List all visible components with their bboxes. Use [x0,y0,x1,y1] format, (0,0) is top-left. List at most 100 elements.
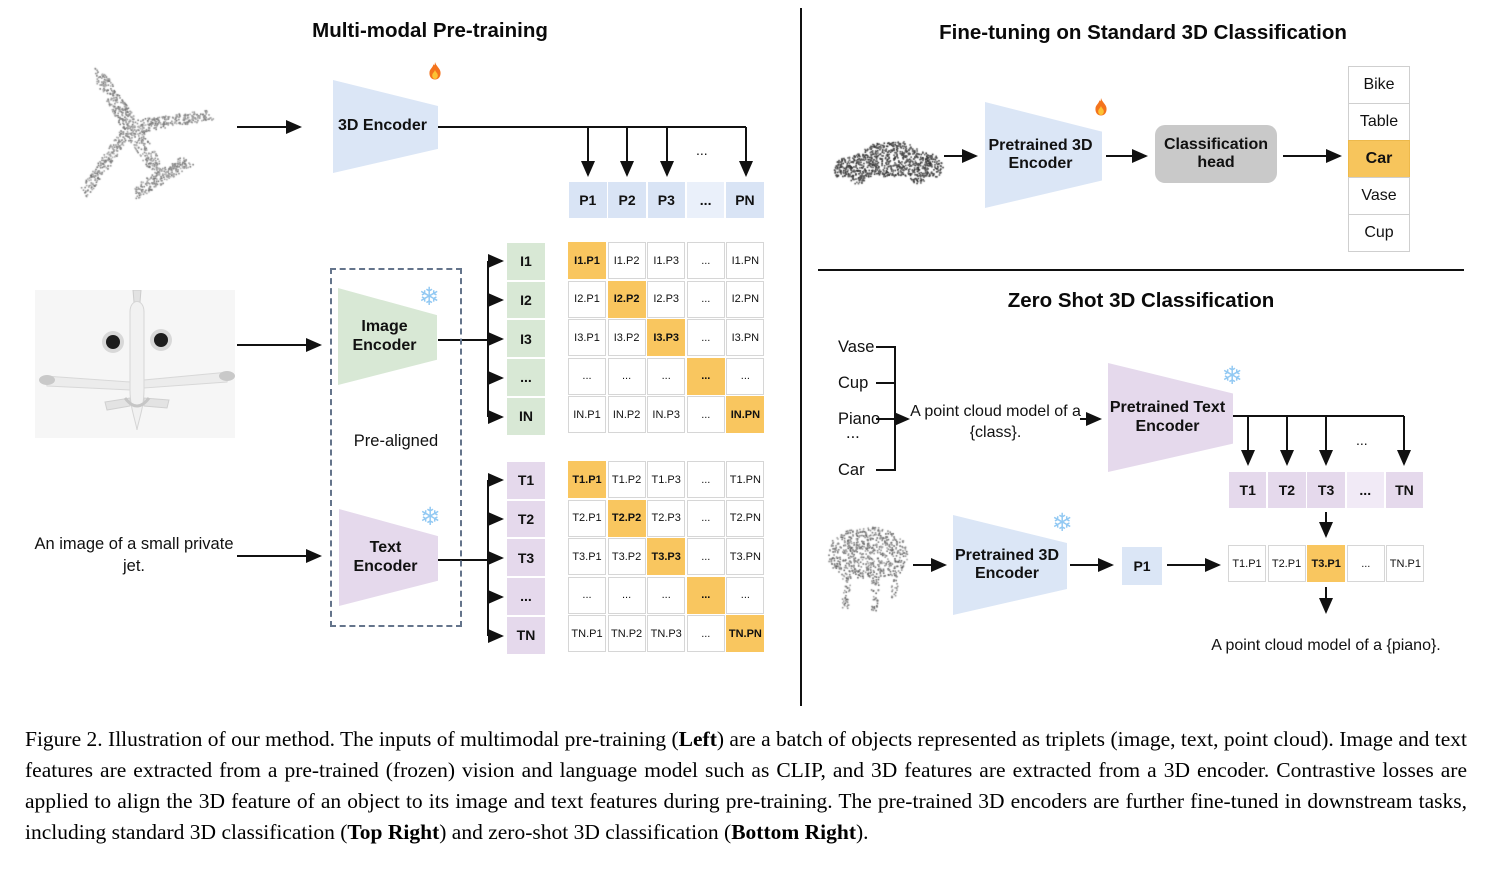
matrix-cell: I1.P2 [607,242,646,279]
matrix-cell: I1.P1 [568,242,606,279]
matrix-cell: ... [607,357,646,395]
matrix-cell: T2.PN [726,499,765,537]
matrix-cell: I2.PN [726,280,765,318]
zeroshot-class-prompts: Vase Cup Piano ... Car [838,338,908,483]
image-feature-cell: I3 [507,320,545,358]
text-encoder-label: Text Encoder [353,539,418,575]
matrix-cell: ... [647,357,686,395]
ellipsis-label: ... [846,424,860,442]
matrix-cell: I1.PN [726,242,765,279]
car-pointcloud [828,126,946,190]
text-feature-cell: T3 [507,539,545,577]
text-feature-cell: ... [1346,472,1384,508]
text-input-caption: An image of a small private jet. [34,535,234,576]
snowflake-icon: ❄ [1051,507,1073,537]
matrix-cell: T3.P1 [568,538,606,576]
fire-icon [1088,94,1114,122]
image-encoder-block: Image Encoder ❄ [338,284,439,385]
prompt-template-text: A point cloud model of a {class}. [910,403,1081,441]
matrix-cell: T1.P2 [607,461,646,498]
class-cell: Vase [1348,177,1410,215]
matrix-cell: IN.PN [726,396,765,434]
matrix-cell: TN.PN [726,615,765,653]
prealigned-box: Pre-aligned [330,268,462,627]
image-point-similarity-matrix: I1.P1 I1.P2 I1.P3... I1.PN I2.P1 I2.P2 I2.P3..… [568,242,765,434]
caption-segment: ) are a batch of objects represented as … [25,727,1467,844]
class-prompt: Piano [838,410,881,428]
matrix-cell: TN.P1 [568,615,606,653]
zeroshot-text-feature-row: T1 T2 T3... TN [1229,472,1424,508]
text-feature-cell: T2 [1268,472,1306,508]
image-feature-column: I1 I2 I3... IN [507,243,545,435]
text-feature-cell: TN [507,616,545,654]
text-encoder-block: Text Encoder ❄ [339,504,440,606]
matrix-cell: TN.P2 [607,615,646,653]
matrix-cell: IN.P1 [568,396,606,434]
3d-encoder-label: 3D Encoder [338,117,427,135]
matrix-cell: I3.P2 [607,319,646,357]
zeroshot-3d-encoder-label: Pretrained 3D Encoder [954,546,1060,582]
zeroshot-title: Zero Shot 3D Classification [1007,289,1275,312]
p1-feature-box: P1 [1122,547,1162,585]
caption-segment: Left [678,727,717,751]
snowflake-icon: ❄ [1221,360,1243,390]
snowflake-icon: ❄ [419,501,441,531]
matrix-cell: T3.P3 [647,538,686,576]
figure-caption: Figure 2. Illustration of our method. Th… [25,724,1467,848]
finetuning-title: Fine-tuning on Standard 3D Classificatio… [939,21,1347,44]
jet-photo [35,290,235,438]
class-prompt: Vase [838,338,875,356]
matrix-cell: ... [726,576,765,614]
p-feature-cell: ... [686,182,725,218]
image-encoder-label: Image Encoder [352,318,417,354]
class-cell: Bike [1348,66,1410,104]
classification-head: Classification head [1155,125,1277,183]
class-cell: Cup [1348,214,1410,252]
3d-encoder-block: 3D Encoder [333,62,441,173]
matrix-cell: ... [568,357,606,395]
text-feature-cell: T1 [1229,472,1267,508]
caption-segment: Top Right [347,820,440,844]
matrix-cell: ... [686,461,725,498]
text-feature-cell: TN [1385,472,1424,508]
p-feature-cell: P3 [647,182,686,218]
zeroshot-3d-encoder-block: Pretrained 3D Encoder ❄ [953,510,1072,615]
similarity-cell: T2.P1 [1267,545,1306,582]
matrix-cell: ... [647,576,686,614]
prealigned-label: Pre-aligned [353,432,439,450]
ellipsis-label: ... [1356,432,1368,448]
matrix-cell: I1.P3 [647,242,686,279]
matrix-cell: I2.P2 [607,280,646,318]
image-feature-cell: IN [507,397,545,435]
caption-segment: Bottom Right [731,820,857,844]
caption-segment: ) and zero-shot 3D classification ( [439,820,732,844]
matrix-cell: TN.P3 [647,615,686,653]
matrix-cell: I2.P3 [647,280,686,318]
similarity-score-row: T1.P1 T2.P1 T3.P1... TN.P1 [1228,545,1425,582]
matrix-cell: T1.P3 [647,461,686,498]
matrix-cell: IN.P3 [647,396,686,434]
matrix-cell: ... [686,357,725,395]
fire-icon [422,58,448,86]
class-cell: Car [1348,140,1410,178]
matrix-cell: ... [686,396,725,434]
p-feature-cell: P2 [608,182,646,218]
matrix-cell: T2.P3 [647,499,686,537]
pretrained-text-encoder-label: Pretrained Text Encoder [1109,399,1226,435]
matrix-cell: ... [568,576,606,614]
matrix-cell: I3.PN [726,319,765,357]
matrix-cell: T3.P2 [607,538,646,576]
matrix-cell: ... [686,576,725,614]
matrix-cell: ... [726,357,765,395]
ellipsis-label: ... [696,142,708,158]
matrix-cell: ... [686,319,725,357]
text-feature-cell: T3 [1307,472,1345,508]
text-feature-cell: T2 [507,500,545,538]
snowflake-icon: ❄ [418,281,440,311]
matrix-cell: ... [607,576,646,614]
matrix-cell: I3.P1 [568,319,606,357]
similarity-cell: TN.P1 [1386,545,1425,582]
matrix-cell: I2.P1 [568,280,606,318]
airplane-pointcloud [35,50,235,215]
